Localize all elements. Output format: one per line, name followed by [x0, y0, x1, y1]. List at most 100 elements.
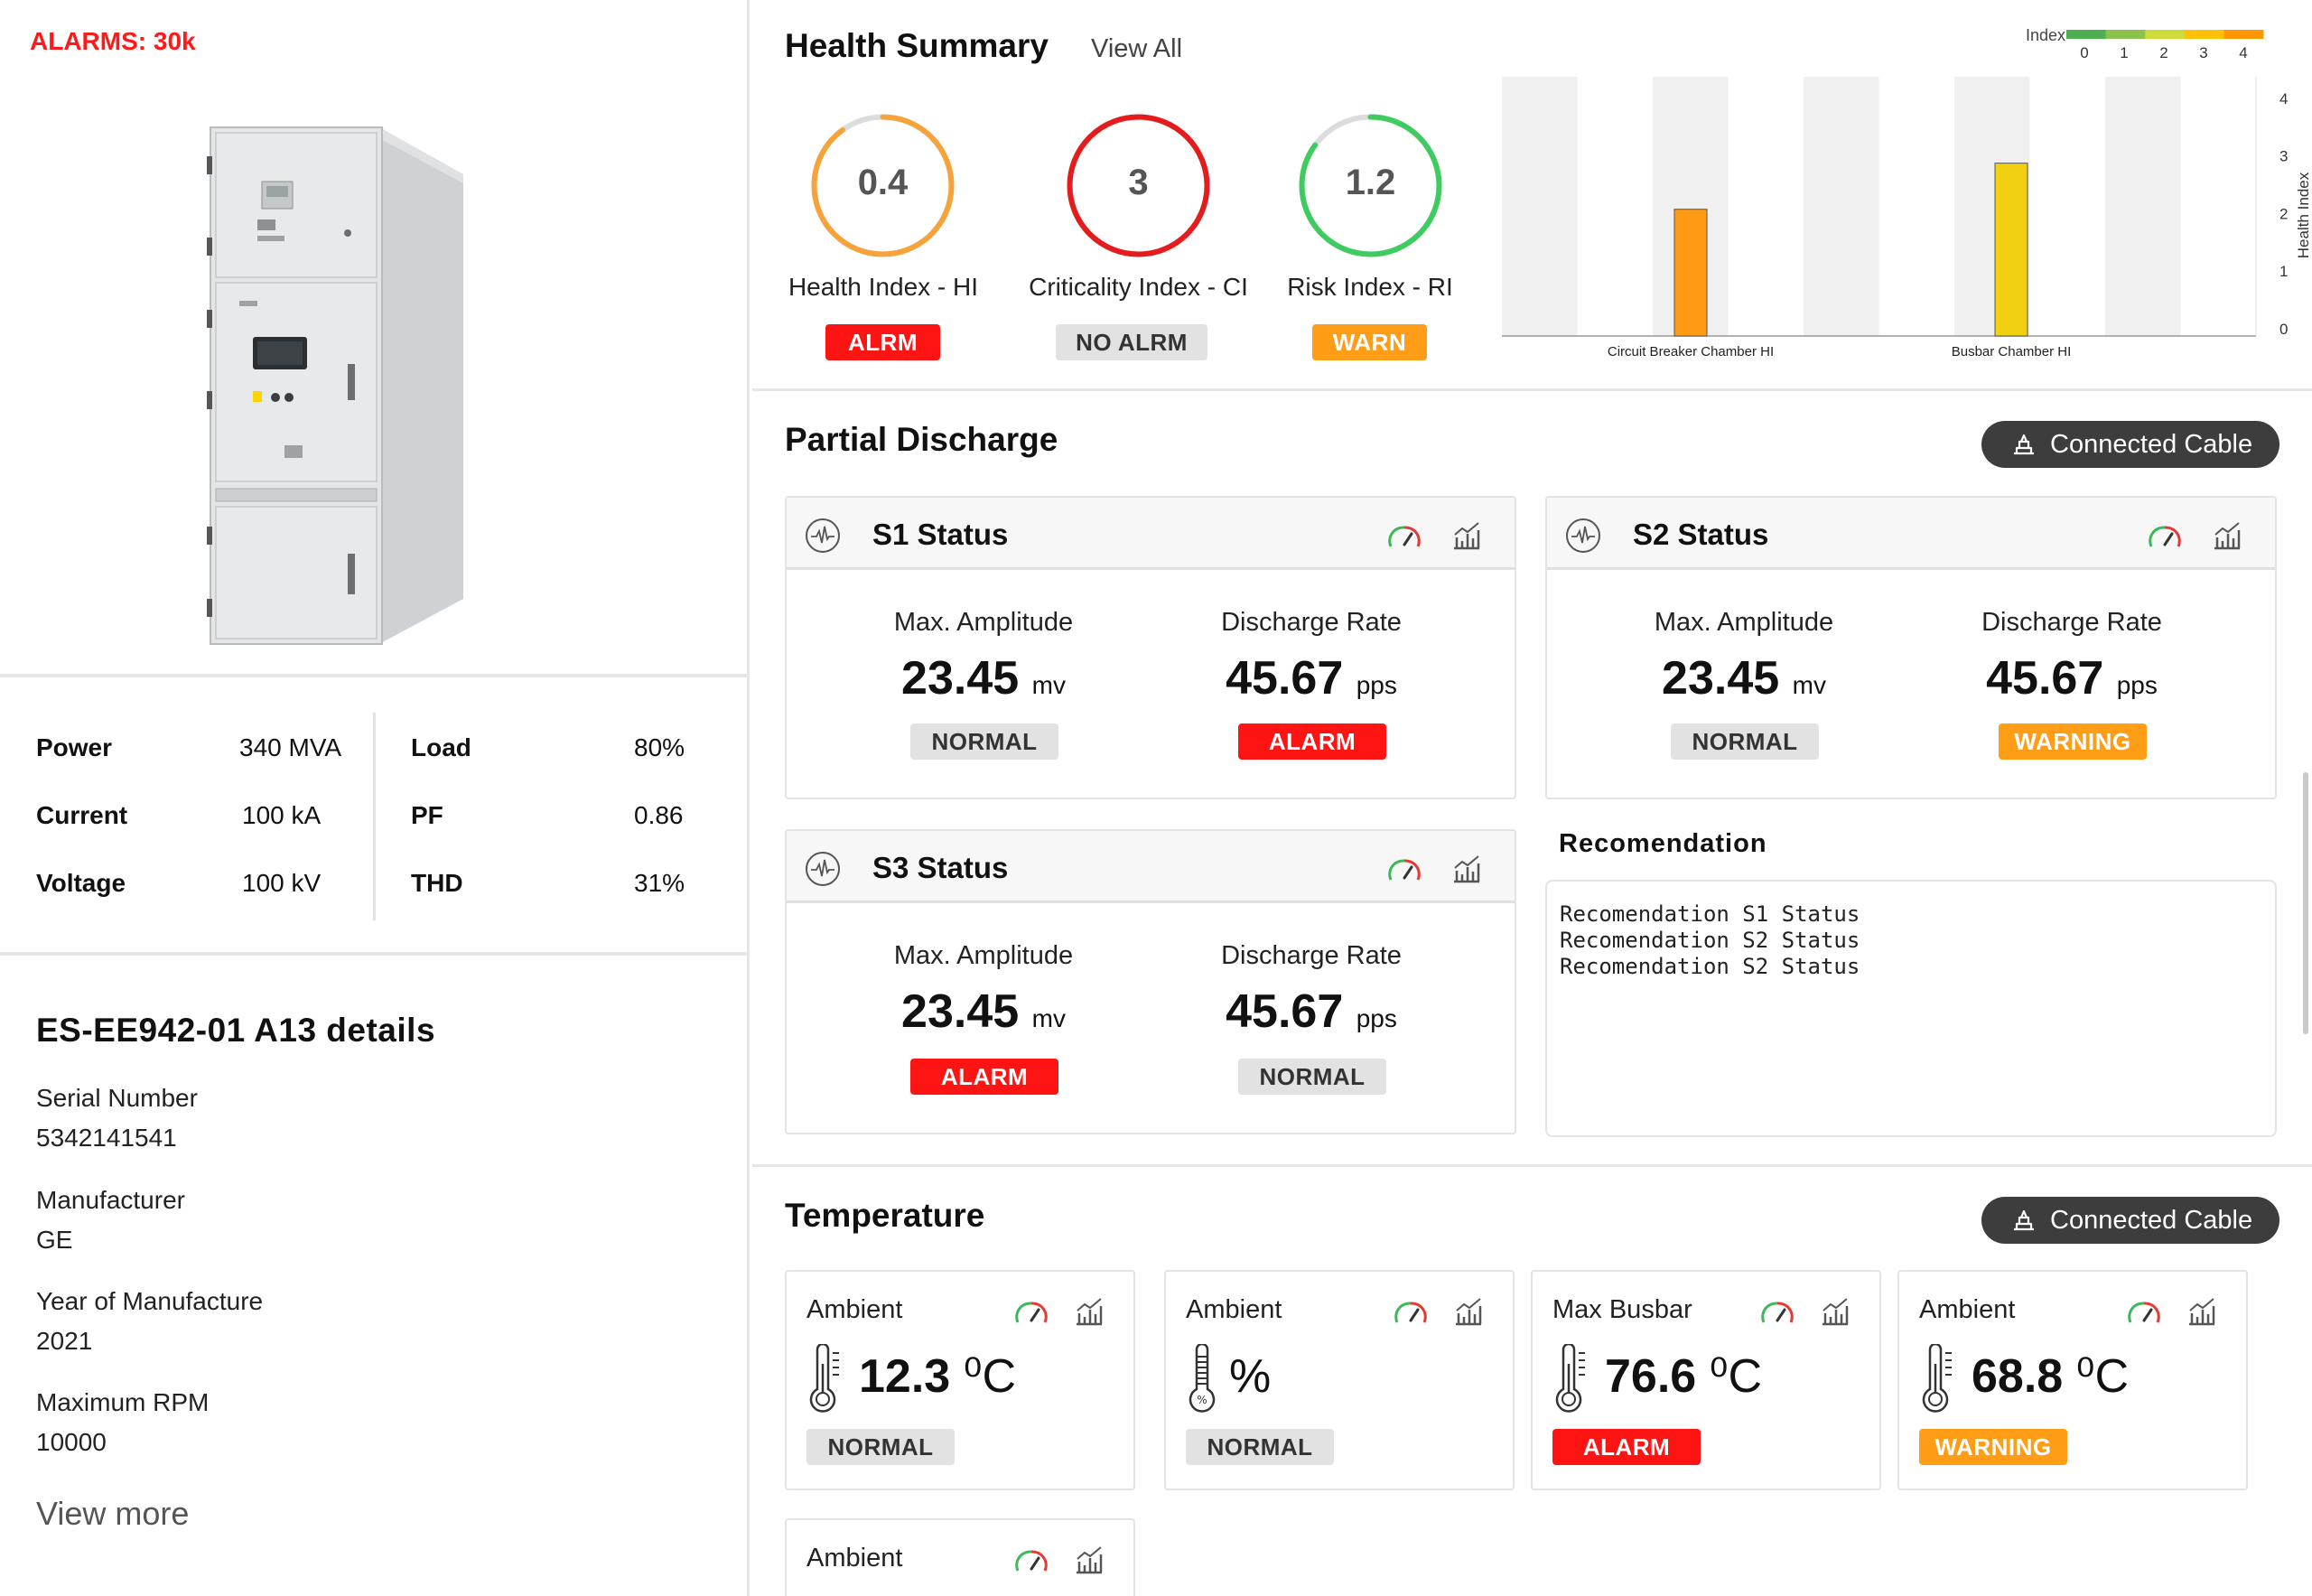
detail-label: Serial Number	[36, 1084, 198, 1112]
spec-label: Current	[36, 801, 128, 829]
card-title: S2 Status	[1633, 518, 1769, 551]
gauge-icon[interactable]	[1014, 1545, 1049, 1576]
max-amplitude-value: 23.45 mv	[1662, 652, 1826, 705]
pulse-icon	[806, 518, 840, 553]
pulse-icon	[806, 852, 840, 886]
plot-band	[1577, 77, 1653, 336]
legend-swatch	[2184, 30, 2224, 39]
trend-chart-icon[interactable]	[1074, 1297, 1105, 1328]
max-amplitude-value: 23.45 mv	[901, 985, 1066, 1038]
discharge-rate-value: 45.67 pps	[1226, 985, 1397, 1038]
discharge-rate-label: Discharge Rate	[1981, 608, 2162, 637]
spec-value: 100 kA	[242, 801, 322, 829]
gauge-ring	[1299, 114, 1442, 257]
y-axis-label: Health Index	[2295, 172, 2312, 258]
legend-swatch	[2066, 30, 2107, 39]
divider	[752, 1164, 2312, 1167]
gauge-icon[interactable]	[1387, 854, 1422, 885]
recommendation-line: Recomendation S1 Status	[1560, 901, 1860, 927]
y-tick-label: 2	[2279, 205, 2288, 222]
discharge-rate-label: Discharge Rate	[1221, 941, 1402, 970]
trend-chart-icon[interactable]	[1453, 1297, 1484, 1328]
risk-index-status-badge: WARN	[1312, 324, 1427, 360]
legend-tick-label: 1	[2120, 44, 2128, 61]
scrollbar[interactable]	[2303, 772, 2308, 1034]
divider	[752, 388, 2312, 391]
y-tick-label: 0	[2279, 321, 2288, 338]
y-tick-label: 4	[2279, 90, 2288, 107]
temperature-value: 12.3 ⁰C	[859, 1350, 1017, 1403]
temperature-card-label: Ambient	[806, 1295, 903, 1324]
spec-label: Load	[411, 733, 471, 761]
spec-label: Voltage	[36, 869, 126, 897]
pulse-icon	[1566, 518, 1600, 553]
rate-status-badge: WARNING	[1999, 723, 2147, 760]
health-index-chart[interactable]: 0 1 2 3 4 Health Index Circuit Breaker Chamber…	[1497, 18, 2312, 370]
max-busbar-card: Max Busbar 76.6 ⁰C ALARM	[1531, 1270, 1881, 1490]
gauge-icon[interactable]	[1394, 1297, 1428, 1328]
svg-text:%: %	[1197, 1394, 1207, 1406]
humidity-thermometer-icon: %	[1189, 1344, 1216, 1413]
legend-tick-label: 0	[2080, 44, 2088, 61]
health-index-status-badge: ALRM	[825, 324, 940, 360]
recommendation-title: Recomendation	[1559, 829, 1767, 858]
card-header: S2 Status	[1547, 498, 2275, 570]
connected-cable-button[interactable]: Connected Cable	[1981, 421, 2279, 468]
max-amplitude-label: Max. Amplitude	[893, 608, 1074, 637]
amplitude-status-badge: NORMAL	[1671, 723, 1819, 760]
spec-label: PF	[411, 801, 443, 829]
temperature-status-badge: ALARM	[1552, 1429, 1701, 1465]
health-index-gauge[interactable]	[808, 111, 957, 260]
asset-panel: ALARMS: 30k	[0, 0, 750, 1596]
y-tick-label: 3	[2279, 148, 2288, 165]
max-amplitude-label: Max. Amplitude	[893, 941, 1074, 970]
connected-cable-label: Connected Cable	[2050, 430, 2253, 459]
trend-chart-icon[interactable]	[1451, 854, 1482, 885]
trend-chart-icon[interactable]	[1820, 1297, 1851, 1328]
health-index-label: Health Index - HI	[788, 273, 979, 301]
view-all-link[interactable]: View All	[1091, 34, 1183, 63]
gauge-icon[interactable]	[1760, 1297, 1795, 1328]
criticality-index-gauge[interactable]	[1064, 111, 1213, 260]
card-title: S3 Status	[872, 851, 1009, 884]
recommendation-box: Recomendation S1 Status Recomendation S2…	[1545, 880, 2277, 1137]
health-summary-title: Health Summary	[785, 27, 1049, 64]
detail-value: 5342141541	[36, 1124, 177, 1152]
recommendation-line: Recomendation S2 Status	[1560, 954, 1860, 979]
card-title: S1 Status	[872, 518, 1009, 551]
gauge-icon[interactable]	[1387, 521, 1422, 552]
gauge-icon[interactable]	[2127, 1297, 2161, 1328]
view-more-link[interactable]: View more	[36, 1495, 190, 1532]
discharge-rate-value: 45.67 pps	[1226, 652, 1397, 705]
legend-title: Index	[2026, 26, 2065, 44]
discharge-rate-label: Discharge Rate	[1221, 608, 1402, 637]
trend-chart-icon[interactable]	[1074, 1545, 1105, 1576]
switchgear-cabinet-image	[207, 126, 463, 645]
gauge-icon[interactable]	[1014, 1297, 1049, 1328]
gauge-icon[interactable]	[2148, 521, 2182, 552]
humidity-card: Ambient % % NORMAL	[1164, 1270, 1515, 1490]
criticality-index-value: 3	[1128, 163, 1149, 202]
detail-value: GE	[36, 1226, 73, 1254]
plot-band	[2180, 77, 2256, 336]
trend-chart-icon[interactable]	[2212, 521, 2242, 552]
plot-band	[1878, 77, 1954, 336]
alarms-count[interactable]: ALARMS: 30k	[30, 27, 196, 55]
plot-band	[1804, 77, 1879, 336]
risk-index-gauge[interactable]	[1296, 111, 1445, 260]
spec-value: 80%	[634, 733, 685, 761]
connected-cable-button[interactable]: Connected Cable	[1981, 1197, 2279, 1244]
risk-index-value: 1.2	[1345, 163, 1396, 202]
s1-status-card: S1 Status Max. Amplitude 23.45 mv NORMAL…	[785, 496, 1516, 799]
rate-status-badge: NORMAL	[1238, 1059, 1386, 1095]
trend-chart-icon[interactable]	[2186, 1297, 2217, 1328]
y-tick-label: 1	[2279, 263, 2288, 280]
thermometer-icon	[809, 1344, 839, 1413]
spec-label: THD	[411, 869, 463, 897]
legend-tick-label: 4	[2239, 44, 2247, 61]
plot-band	[1502, 77, 1578, 336]
detail-label: Manufacturer	[36, 1186, 185, 1214]
trend-chart-icon[interactable]	[1451, 521, 1482, 552]
plot-band	[2029, 77, 2105, 336]
max-amplitude-value: 23.45 mv	[901, 652, 1066, 705]
